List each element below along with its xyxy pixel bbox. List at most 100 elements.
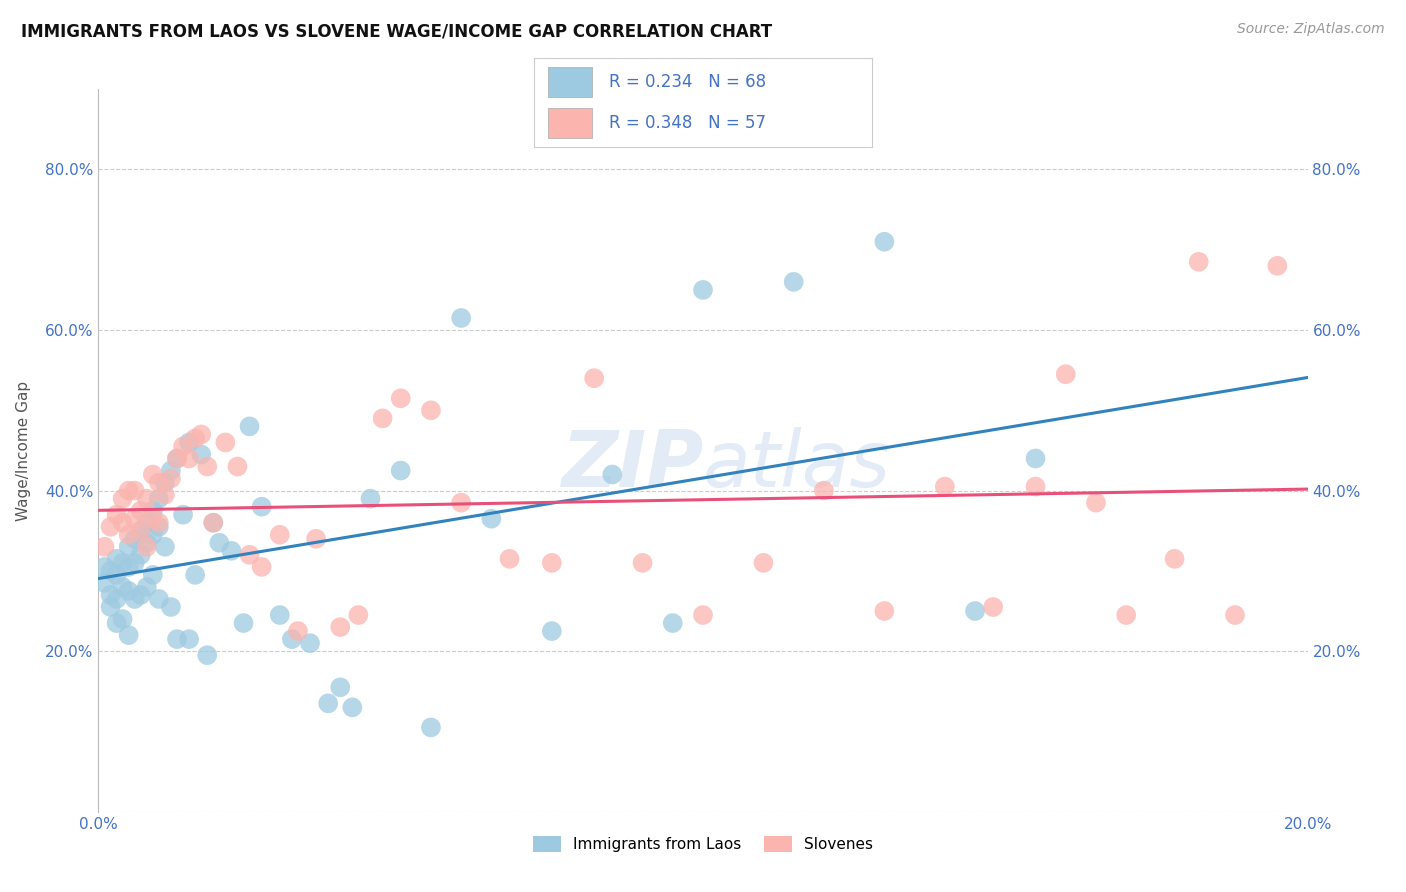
Legend: Immigrants from Laos, Slovenes: Immigrants from Laos, Slovenes	[527, 830, 879, 858]
Point	[342, 700, 364, 714]
Point	[1223, 608, 1246, 623]
Point	[202, 516, 225, 530]
Point	[100, 599, 122, 614]
Text: Source: ZipAtlas.com: Source: ZipAtlas.com	[1237, 22, 1385, 37]
Point	[692, 283, 714, 297]
Bar	[548, 67, 592, 97]
Point	[142, 511, 165, 525]
Point	[184, 431, 207, 445]
Point	[1054, 368, 1077, 382]
Point	[111, 580, 134, 594]
Point	[481, 511, 503, 525]
Point	[1188, 254, 1211, 268]
Text: R = 0.234   N = 68: R = 0.234 N = 68	[609, 73, 766, 91]
Point	[1024, 480, 1046, 494]
Point	[981, 599, 1004, 614]
Point	[118, 527, 141, 541]
Point	[105, 508, 128, 522]
Point	[420, 721, 443, 735]
Point	[965, 604, 987, 618]
Point	[239, 419, 262, 434]
Point	[124, 483, 146, 498]
Point	[172, 439, 194, 453]
Point	[118, 483, 141, 498]
Point	[111, 612, 134, 626]
Point	[540, 624, 562, 639]
Point	[1085, 495, 1108, 509]
Point	[498, 551, 520, 566]
Point	[124, 592, 146, 607]
Point	[142, 568, 165, 582]
Point	[135, 580, 157, 594]
Point	[148, 519, 170, 533]
Point	[135, 535, 157, 549]
Point	[631, 556, 654, 570]
Point	[1163, 551, 1185, 566]
Point	[371, 411, 394, 425]
Point	[166, 451, 188, 466]
Point	[105, 551, 128, 566]
Point	[250, 500, 273, 514]
Point	[184, 568, 207, 582]
Point	[166, 451, 188, 466]
Point	[135, 540, 157, 554]
Point	[1267, 259, 1289, 273]
Point	[111, 516, 134, 530]
Text: ZIP: ZIP	[561, 427, 703, 503]
Point	[221, 543, 243, 558]
Point	[179, 451, 201, 466]
Point	[420, 403, 443, 417]
Point	[129, 503, 152, 517]
Point	[269, 527, 291, 541]
Point	[118, 583, 141, 598]
Point	[93, 540, 115, 554]
Point	[1115, 608, 1137, 623]
Point	[934, 480, 956, 494]
Point	[118, 628, 141, 642]
Point	[100, 564, 122, 578]
Point	[389, 464, 412, 478]
Point	[226, 459, 249, 474]
Y-axis label: Wage/Income Gap: Wage/Income Gap	[17, 380, 31, 521]
Point	[148, 516, 170, 530]
Point	[105, 592, 128, 607]
Point	[783, 275, 806, 289]
Point	[195, 648, 218, 662]
Point	[111, 556, 134, 570]
Point	[1024, 451, 1046, 466]
Point	[153, 540, 176, 554]
Bar	[548, 108, 592, 138]
Point	[602, 467, 624, 482]
Point	[166, 632, 188, 646]
Point	[129, 524, 152, 538]
Point	[172, 508, 194, 522]
Point	[450, 310, 472, 325]
Point	[118, 560, 141, 574]
Point	[135, 491, 157, 506]
Point	[190, 427, 212, 442]
Point	[129, 524, 152, 538]
Point	[105, 615, 128, 630]
Point	[305, 532, 328, 546]
Point	[124, 556, 146, 570]
Point	[389, 391, 412, 405]
Point	[583, 371, 606, 385]
Text: atlas: atlas	[703, 427, 891, 503]
Point	[124, 532, 146, 546]
Point	[160, 599, 183, 614]
Point	[179, 435, 201, 450]
Point	[202, 516, 225, 530]
Point	[239, 548, 262, 562]
Point	[813, 483, 835, 498]
Point	[195, 459, 218, 474]
Point	[160, 471, 183, 485]
Point	[540, 556, 562, 570]
Point	[329, 620, 352, 634]
Point	[129, 548, 152, 562]
Text: R = 0.348   N = 57: R = 0.348 N = 57	[609, 114, 765, 132]
Point	[250, 560, 273, 574]
Point	[208, 535, 231, 549]
Point	[142, 527, 165, 541]
Point	[360, 491, 382, 506]
Point	[214, 435, 236, 450]
